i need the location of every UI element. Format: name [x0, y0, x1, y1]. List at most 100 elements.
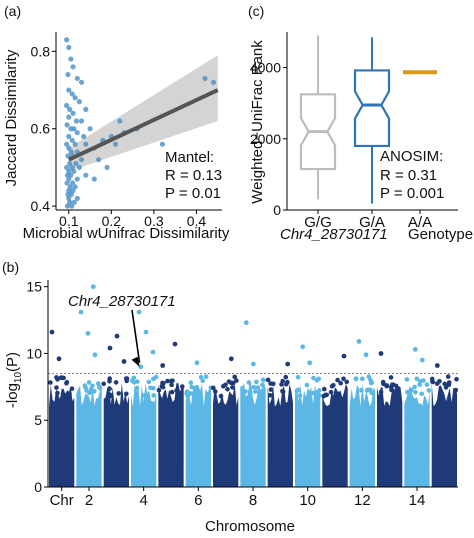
scatter-point-49: [66, 188, 72, 194]
chromosome-15-bulk: [431, 383, 457, 487]
chromosome-15-point-11: [437, 379, 442, 384]
chromosome-11-point-5: [329, 384, 335, 389]
chromosome-1-point-3: [67, 391, 72, 397]
chromosome-14-bulk: [404, 385, 430, 487]
outlier-point-20: [300, 344, 306, 350]
panel-b-y-label-subscript: 10: [13, 371, 24, 383]
panel-b-x-axis-label: Chromosome: [205, 518, 295, 535]
chromosome-9-point-5: [279, 382, 284, 387]
chromosome-8-point-6: [260, 388, 265, 394]
scatter-point-31: [65, 153, 71, 159]
outlier-point-4: [85, 331, 91, 336]
a-x-tick-label-0: 0.1: [59, 213, 79, 229]
chromosome-4-bulk: [131, 383, 157, 487]
highlight-arrow-head: [131, 356, 140, 367]
outlier-point-10: [143, 329, 149, 335]
c-x-tick-label-0: G/G: [304, 214, 332, 231]
chromosome-14-point-11: [426, 388, 432, 393]
chromosome-11-point-11: [341, 376, 346, 382]
chromosome-6-point-6: [189, 384, 195, 390]
scatter-point-15: [66, 114, 72, 120]
chromosome-12-point-3: [353, 376, 359, 381]
b-x-tick-label-2: 4: [139, 492, 147, 509]
scatter-point-40: [71, 168, 77, 174]
outlier-point-18: [250, 361, 256, 367]
scatter-point-0: [64, 37, 70, 43]
scatter-point-47: [72, 184, 78, 190]
chromosome-3-bulk: [103, 382, 129, 487]
chromosome-4-point-9: [135, 379, 140, 384]
panel-c-x-axis-genotype-label: Genotype: [408, 226, 473, 243]
outlier-point-15: [194, 360, 200, 366]
regression-line: [67, 88, 219, 162]
chromosome-11-point-0: [344, 379, 350, 385]
scatter-point-7: [66, 87, 72, 93]
panel-c-annotation-line2: R = 0.31: [380, 167, 437, 184]
scatter-point-70: [210, 79, 217, 85]
outlier-point-2: [90, 284, 96, 290]
outlier-point-21: [307, 360, 313, 366]
scatter-point-56: [71, 199, 77, 205]
chromosome-2-point-9: [97, 385, 103, 391]
chromosome-10-point-3: [310, 390, 316, 396]
scatter-point-11: [64, 102, 70, 109]
chromosome-15-point-10: [445, 374, 451, 379]
chromosome-12-point-11: [368, 380, 374, 386]
chromosome-1-point-1: [48, 380, 53, 385]
scatter-point-38: [76, 164, 83, 171]
chromosome-1-point-10: [54, 385, 59, 390]
chromosome-7-point-2: [213, 389, 218, 394]
chromosome-10-point-1: [311, 375, 316, 381]
chromosome-2-point-6: [95, 381, 101, 386]
scatter-point-4: [65, 71, 71, 78]
panel-b-y-axis-label: -log10(P): [4, 352, 24, 408]
chromosome-2-point-8: [86, 380, 92, 385]
chromosome-1-point-9: [55, 390, 60, 396]
chromosome-9-point-10: [280, 388, 285, 394]
chromosome-2-point-11: [88, 386, 94, 392]
c-y-tick-label-0: 0: [273, 202, 281, 218]
b-y-tick-label-3: 15: [26, 279, 42, 295]
scatter-point-73: [117, 118, 123, 124]
outlier-point-16: [228, 356, 234, 362]
scatter-point-2: [68, 56, 74, 62]
chromosome-3-point-8: [113, 380, 119, 385]
chromosome-4-point-1: [146, 379, 152, 385]
chromosome-4-point-2: [141, 393, 146, 398]
chromosome-9-point-8: [267, 393, 273, 398]
scatter-point-37: [69, 164, 75, 171]
outlier-point-9: [136, 309, 142, 315]
chromosome-12-point-10: [369, 390, 374, 396]
highlight-arrow-shaft: [131, 309, 141, 363]
outlier-point-12: [138, 364, 144, 370]
scatter-point-22: [66, 133, 72, 140]
chromosome-6-point-8: [200, 378, 205, 384]
chromosome-8-point-4: [251, 385, 257, 390]
svg-text:-log10(P): -log10(P): [4, 352, 24, 408]
chromosome-7-point-1: [210, 385, 216, 391]
panel-a-annotation-line1: Mantel:: [165, 149, 214, 166]
outlier-point-23: [356, 339, 362, 344]
b-y-tick-label-0: 0: [34, 479, 42, 495]
chromosome-6-point-11: [203, 374, 209, 380]
chromosome-9-point-1: [265, 377, 271, 383]
b-x-tick-label-3: 6: [194, 492, 202, 509]
b-x-tick-label-6: 12: [354, 492, 371, 509]
chromosome-6-point-5: [188, 380, 194, 386]
b-y-tick-label-1: 5: [34, 412, 42, 428]
panel-b-y-label-tail: (P): [4, 352, 21, 372]
chromosome-11-point-7: [322, 386, 327, 392]
chromosome-15-point-0: [453, 387, 459, 393]
scatter-point-1: [66, 44, 72, 51]
chromosome-11-point-1: [335, 377, 340, 383]
outlier-point-7: [114, 333, 120, 339]
scatter-point-66: [104, 164, 110, 171]
b-y-tick-label-2: 10: [26, 345, 42, 361]
scatter-point-34: [67, 160, 73, 167]
scatter-point-21: [74, 130, 80, 136]
scatter-point-8: [69, 91, 75, 97]
scatter-point-57: [64, 203, 71, 209]
scatter-point-16: [73, 118, 80, 124]
chromosome-11-point-3: [338, 380, 344, 386]
panel-a-annotation-line3: P = 0.01: [165, 185, 221, 202]
